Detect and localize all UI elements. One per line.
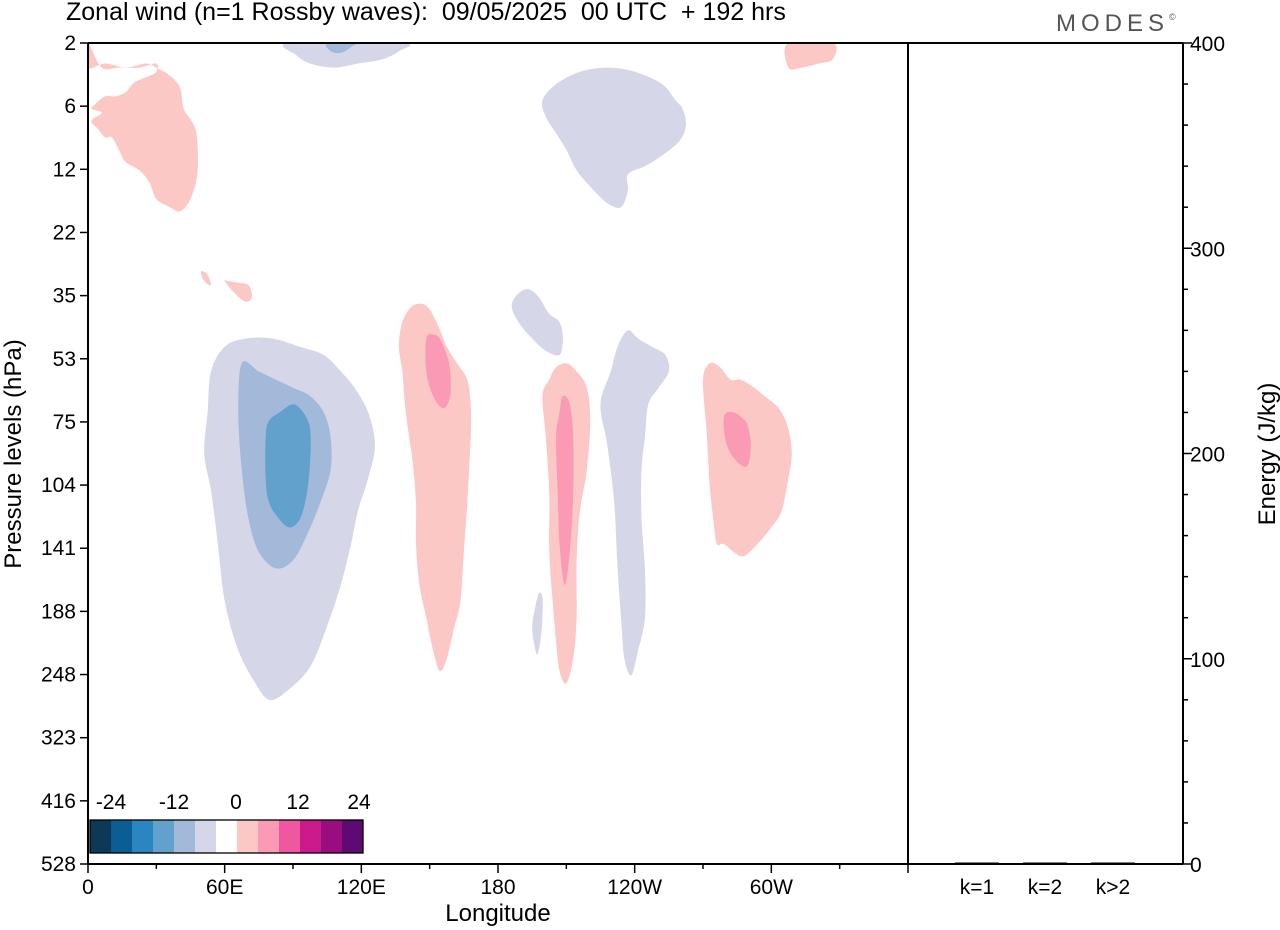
- y-tick-label: 12: [53, 158, 76, 181]
- contour-blue-thin-sliver: [532, 592, 543, 655]
- x-tick-label: 120W: [607, 876, 662, 899]
- colorbar-swatch: [342, 820, 363, 853]
- contour-red-weak-top-left: [88, 43, 198, 212]
- y-tick-label: 141: [41, 537, 76, 560]
- colorbar: -24 -12 0 12 24: [89, 791, 371, 854]
- y-tick-label: 416: [41, 790, 76, 813]
- colorbar-label: -24: [96, 791, 127, 814]
- energy-tick-label: 400: [1190, 33, 1225, 56]
- colorbar-label: -12: [159, 791, 189, 814]
- energy-tick-label: 0: [1190, 854, 1202, 877]
- y-tick-label: 53: [53, 348, 76, 371]
- x-tick-label: 180: [480, 876, 515, 899]
- y-tick-label: 2: [64, 32, 76, 55]
- axes-layer: [80, 42, 1192, 873]
- y-tick-label: 248: [41, 664, 76, 687]
- contour-blue-top-center: [541, 67, 686, 208]
- colorbar-label: 24: [347, 791, 371, 814]
- contour-blue-strong-west: [265, 404, 311, 528]
- brand-logo: MODES©: [1056, 10, 1176, 38]
- contour-red-weak-180: [398, 303, 472, 672]
- chart-title: Zonal wind (n=1 Rossby waves): 09/05/202…: [66, 0, 786, 26]
- brand-text: MODES: [1056, 10, 1170, 37]
- y-tick-label: 188: [41, 600, 76, 623]
- colorbar-label: 0: [230, 791, 242, 814]
- colorbar-swatch: [111, 820, 132, 853]
- energy-category-label: k=2: [1028, 876, 1062, 899]
- energy-category-label: k>2: [1096, 876, 1130, 899]
- contour-red-small-35b: [224, 280, 253, 302]
- colorbar-swatch: [300, 820, 321, 853]
- contour-red-mid-120w: [556, 395, 574, 585]
- contour-blue-vertical-strip: [600, 330, 670, 676]
- energy-axis-title: Energy (J/kg): [1254, 383, 1280, 526]
- brand-mark: ©: [1169, 12, 1176, 22]
- contour-red-weak-top-right: [784, 43, 837, 70]
- colorbar-swatch: [321, 820, 342, 853]
- y-axis-title: Pressure levels (hPa): [0, 339, 27, 568]
- colorbar-swatch: [153, 820, 174, 853]
- energy-category-label: k=1: [960, 876, 994, 899]
- y-tick-label: 104: [41, 474, 76, 497]
- contour-red-small-35a: [200, 271, 212, 286]
- y-tick-label: 22: [53, 221, 76, 244]
- y-tick-label: 6: [64, 95, 76, 118]
- colorbar-swatch: [258, 820, 279, 853]
- contour-red-mid-180: [425, 334, 451, 409]
- colorbar-swatch: [237, 820, 258, 853]
- y-tick-label: 528: [41, 853, 76, 876]
- contour-blue-top-left: [282, 43, 411, 68]
- colorbar-swatch: [216, 820, 237, 853]
- x-axis-title: Longitude: [445, 900, 550, 927]
- contour-blue-small-35: [511, 289, 563, 356]
- x-tick-label: 60W: [750, 876, 793, 899]
- contour-red-mid-60w: [723, 411, 751, 467]
- colorbar-swatch: [90, 820, 111, 853]
- colorbar-swatch: [174, 820, 195, 853]
- energy-tick-label: 100: [1190, 649, 1225, 672]
- contour-layer: [88, 43, 837, 701]
- y-tick-label: 75: [53, 411, 76, 434]
- energy-tick-label: 200: [1190, 444, 1225, 467]
- energy-tick-label: 300: [1190, 238, 1225, 261]
- colorbar-swatch: [132, 820, 153, 853]
- colorbar-frame: [89, 819, 364, 854]
- colorbar-swatch: [195, 820, 216, 853]
- colorbar-label: 12: [286, 791, 309, 814]
- y-tick-label: 323: [41, 727, 76, 750]
- colorbar-swatch: [279, 820, 300, 853]
- contour-blue-top-left-mid: [325, 43, 356, 54]
- y-tick-label: 35: [53, 285, 76, 308]
- x-tick-label: 0: [82, 876, 94, 899]
- x-tick-label: 120E: [337, 876, 386, 899]
- x-tick-label: 60E: [206, 876, 243, 899]
